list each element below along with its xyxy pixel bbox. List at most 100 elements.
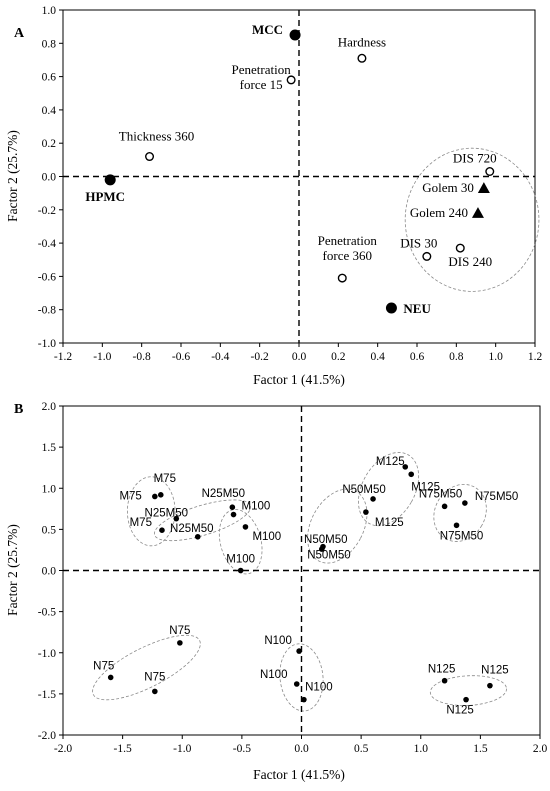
y-tick-label: -1.0: [38, 648, 56, 660]
x-tick-label: 1.5: [473, 743, 488, 755]
panel-a-label: A: [14, 26, 25, 41]
panel-a: A -1.2 -1.0 -0.8 -0.6 -0.4 -0.2 0.0 0.2 0.4 0.6 0.…: [5, 5, 542, 387]
point-label: Hardness: [338, 34, 386, 49]
point-label: NEU: [403, 301, 431, 316]
point-label: N75M50: [440, 530, 483, 542]
y-tick-label: 1.5: [42, 442, 57, 454]
y-tick-label: 1.0: [42, 483, 57, 495]
point-label: N100: [260, 669, 288, 681]
x-tick-label: -0.2: [251, 351, 269, 363]
y-tick-label: 0.6: [42, 72, 57, 84]
y-tick-label: 0.2: [42, 138, 57, 150]
point-label: M75: [154, 473, 176, 485]
point-label: N75: [93, 660, 114, 672]
point-marker-dot: [463, 696, 469, 703]
point-label: HPMC: [85, 189, 125, 204]
panel-b: B -2.0 -1.5 -1.0 -0.5 0.0 0.5 1.0 1.5 2.0 -2.0 -1…: [5, 401, 547, 782]
point-label: M100: [252, 531, 281, 543]
panel-b-y-ticks: -2.0 -1.5 -1.0 -0.5 0.0 0.5 1.0 1.5 2.0: [38, 401, 63, 742]
point-label: N75: [169, 625, 190, 637]
point-label: N100: [305, 682, 333, 694]
y-tick-label: -1.0: [38, 338, 56, 350]
point-label: N50M50: [304, 534, 347, 546]
point-marker-dot: [408, 471, 415, 478]
x-tick-label: 2.0: [533, 743, 548, 755]
point-label: M100: [242, 501, 271, 513]
point-marker-dot: [441, 677, 448, 684]
point-label: M125: [375, 517, 404, 529]
x-tick-label: 1.0: [414, 743, 429, 755]
y-tick-label: 2.0: [42, 401, 57, 413]
x-tick-label: -0.4: [211, 351, 229, 363]
panel-a-points: [104, 29, 495, 314]
point-label: N25M50: [145, 508, 188, 520]
point-marker-dot: [194, 533, 201, 540]
y-tick-label: -2.0: [38, 730, 56, 742]
panel-b-label: B: [14, 402, 23, 417]
y-tick-label: 0.0: [42, 172, 57, 184]
x-tick-label: 0.2: [331, 351, 346, 363]
panel-b-point-labels: M75M75M75N25M50N25M50N25M50M100M100M100N…: [93, 456, 518, 717]
panel-a-x-ticks: -1.2 -1.0 -0.8 -0.6 -0.4 -0.2 0.0 0.2 0.4 0.6 0.8 1…: [54, 343, 542, 363]
point-label: N75M50: [419, 488, 462, 500]
point-marker-dot: [487, 682, 493, 689]
panel-b-points: [107, 464, 493, 703]
point-label: M125: [376, 456, 405, 468]
cluster-ellipse: [404, 147, 540, 292]
point-marker-open: [422, 251, 432, 261]
point-label: M75: [119, 490, 141, 502]
point-marker-filled: [385, 302, 397, 314]
x-tick-label: 0.6: [410, 351, 425, 363]
point-label: MCC: [252, 22, 283, 37]
x-tick-label: 0.0: [294, 743, 309, 755]
panel-a-y-axis-label: Factor 2 (25.7%): [5, 130, 20, 222]
point-marker-dot: [173, 515, 180, 522]
point-marker-triangle: [471, 207, 484, 218]
panel-b-x-axis-label: Factor 1 (41.5%): [253, 767, 345, 782]
x-tick-label: -1.2: [54, 351, 72, 363]
point-label: M125: [411, 481, 440, 493]
point-marker-open: [286, 75, 296, 85]
panel-a-point-labels: MCC HPMC NEU Hardness Penetration force 15 Thi…: [85, 22, 496, 316]
point-marker-dot: [229, 504, 236, 510]
x-tick-label: 0.0: [292, 351, 307, 363]
y-tick-label: 0.4: [42, 105, 57, 117]
point-marker-dot: [237, 567, 244, 574]
point-label: Golem 240: [410, 205, 468, 220]
x-tick-label: -0.6: [172, 351, 190, 363]
point-marker-dot: [363, 509, 369, 515]
point-label: DIS 240: [448, 254, 492, 269]
point-marker-filled: [289, 29, 301, 41]
panel-a-y-ticks: -1.0 -0.8 -0.6 -0.4 -0.2 0.0 0.2 0.4 0.6 0.8 1.0: [38, 5, 63, 350]
point-label: DIS 720: [453, 151, 497, 166]
point-marker-dot: [159, 527, 165, 533]
cluster-ellipse: [307, 488, 368, 564]
point-marker-open: [485, 167, 495, 177]
point-label: N125: [428, 664, 456, 676]
x-tick-label: -0.5: [233, 743, 251, 755]
point-marker-open: [357, 53, 367, 63]
x-tick-label: -2.0: [54, 743, 72, 755]
cluster-ellipse: [429, 675, 507, 706]
y-tick-label: 0.5: [42, 524, 57, 536]
y-tick-label: -0.8: [38, 305, 56, 317]
panel-b-reference-lines: [63, 406, 540, 735]
point-label: Penetration force 15: [232, 62, 292, 92]
point-marker-dot: [296, 648, 302, 654]
point-label: N100: [264, 635, 292, 647]
point-label: N75M50: [475, 491, 518, 503]
x-tick-label: 1.0: [488, 351, 503, 363]
point-label: N25M50: [170, 523, 213, 535]
point-marker-filled: [104, 174, 116, 186]
cluster-ellipse: [126, 476, 176, 547]
y-tick-label: 0.0: [42, 566, 57, 578]
point-marker-dot: [320, 543, 326, 550]
point-label: DIS 30: [400, 235, 437, 250]
point-label: N25M50: [202, 488, 245, 500]
point-marker-dot: [301, 696, 307, 703]
point-marker-dot: [370, 496, 376, 502]
point-label: Golem 30: [422, 180, 474, 195]
x-tick-label: -0.8: [133, 351, 151, 363]
point-label: N50M50: [307, 550, 350, 562]
